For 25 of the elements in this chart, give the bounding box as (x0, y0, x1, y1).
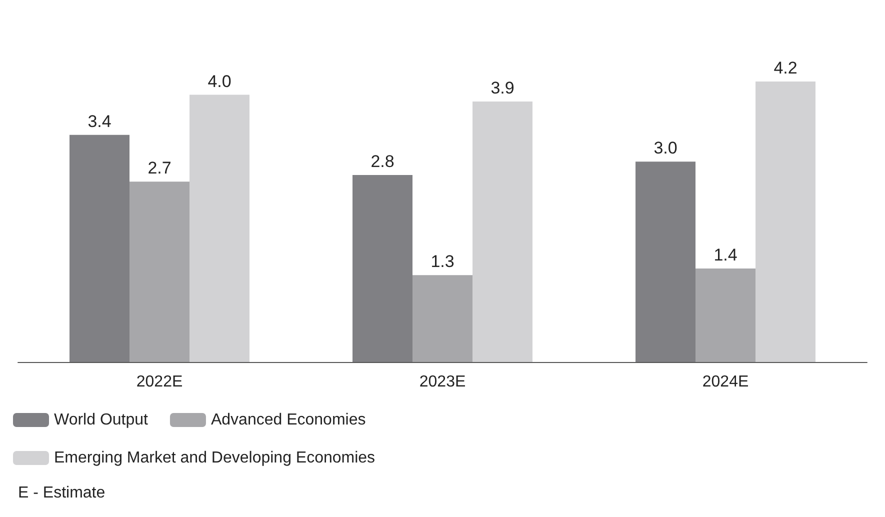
legend-label: World Output (54, 412, 149, 428)
x-tick-label: 2024E (702, 374, 749, 390)
data-label: 4.2 (774, 58, 798, 78)
x-tick-label: 2022E (136, 374, 183, 390)
legend-label: Advanced Economies (210, 412, 366, 428)
bar (756, 81, 816, 362)
data-label: 3.0 (654, 138, 678, 158)
text: E - Estimate (18, 484, 106, 502)
data-label: 2.8 (370, 152, 394, 171)
bar (352, 174, 412, 362)
data-label: 2.7 (148, 158, 172, 178)
legend-label: Emerging Market and Developing Economies (54, 450, 376, 466)
bar (636, 162, 696, 362)
bar (130, 182, 190, 362)
data-label: 3.4 (88, 112, 112, 131)
data-label: 1.3 (430, 252, 454, 272)
bar (472, 101, 532, 362)
bar (412, 275, 472, 362)
bar (70, 134, 130, 362)
data-label: 3.9 (490, 78, 514, 98)
data-label: 1.4 (714, 245, 738, 264)
bar (696, 268, 756, 362)
bar (190, 94, 250, 362)
x-tick-label: 2023E (419, 374, 466, 390)
data-label: 4.0 (208, 72, 232, 91)
